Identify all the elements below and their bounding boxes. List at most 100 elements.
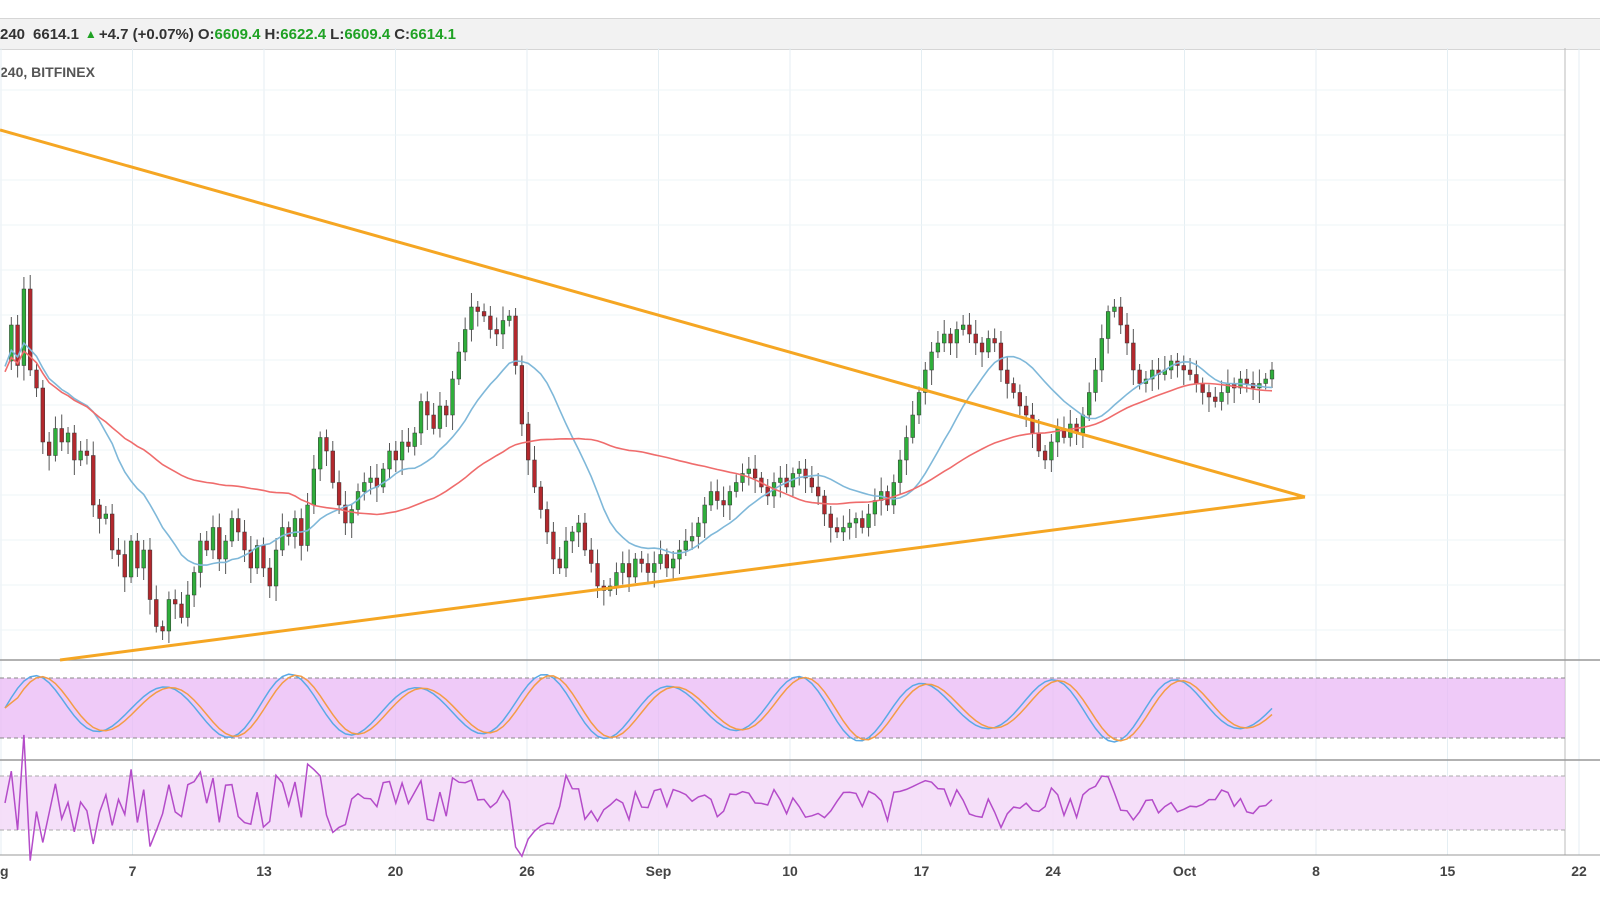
candle-down xyxy=(1017,392,1022,407)
candle-down xyxy=(860,518,865,528)
candle-up xyxy=(702,504,707,524)
candle-up xyxy=(620,563,625,573)
legend-open-label: O: xyxy=(197,25,215,43)
candle-down xyxy=(1131,342,1136,371)
candle-up xyxy=(166,599,172,632)
candle-down xyxy=(752,468,758,479)
candle-up xyxy=(456,351,461,380)
candle-up xyxy=(563,540,569,569)
candle-down xyxy=(582,522,588,551)
candle-down xyxy=(1200,383,1205,393)
candle-up xyxy=(141,549,146,569)
x-tick-label-10: 8 xyxy=(1312,863,1320,879)
candle-up xyxy=(128,540,134,578)
candle-down xyxy=(1187,369,1193,375)
candle-down xyxy=(1137,369,1142,384)
candle-down xyxy=(444,405,449,416)
candle-down xyxy=(261,545,266,569)
candle-up xyxy=(734,482,739,492)
candle-down xyxy=(538,486,543,510)
candle-down xyxy=(809,477,814,488)
candle-up xyxy=(658,554,663,564)
candle-up xyxy=(305,504,310,546)
candle-down xyxy=(481,311,487,317)
candle-down xyxy=(1024,405,1029,416)
candle-up xyxy=(437,405,443,429)
candle-down xyxy=(948,333,953,344)
candle-down xyxy=(1213,396,1218,402)
candle-up xyxy=(103,513,108,519)
x-tick-label-12: 22 xyxy=(1571,863,1587,879)
candle-down xyxy=(59,428,64,443)
candle-up xyxy=(1049,441,1054,461)
candle-down xyxy=(992,338,997,344)
candle-down xyxy=(34,369,39,389)
x-tick-label-11: 15 xyxy=(1440,863,1456,879)
candle-up xyxy=(778,477,783,483)
candle-up xyxy=(387,450,392,470)
candle-up xyxy=(986,338,991,353)
candle-down xyxy=(664,554,669,569)
legend-high-label: H: xyxy=(264,25,281,43)
x-tick-label-7: 17 xyxy=(914,863,930,879)
candle-down xyxy=(179,603,184,618)
candle-up xyxy=(469,306,474,330)
candle-up xyxy=(683,540,688,551)
candle-down xyxy=(406,441,411,447)
candle-up xyxy=(507,315,512,321)
candle-down xyxy=(532,459,537,488)
candle-down xyxy=(330,450,335,483)
candle-down xyxy=(1118,306,1123,326)
candle-down xyxy=(336,482,342,506)
candle-up xyxy=(923,369,928,393)
candle-down xyxy=(513,315,518,366)
candle-down xyxy=(715,491,720,501)
candle-down xyxy=(40,387,45,443)
candle-up xyxy=(368,477,373,483)
legend-open: 6609.4 xyxy=(214,25,261,43)
candle-up xyxy=(910,414,915,438)
candle-up xyxy=(727,491,733,506)
candle-up xyxy=(652,563,657,573)
candle-up xyxy=(1080,414,1086,434)
candle-down xyxy=(173,599,178,605)
candle-up xyxy=(318,437,323,470)
candle-down xyxy=(154,599,159,627)
candle-down xyxy=(122,554,127,578)
candle-up xyxy=(412,432,417,447)
candle-up xyxy=(223,540,228,560)
candle-up xyxy=(229,518,235,542)
candle-down xyxy=(488,315,493,330)
candle-down xyxy=(551,531,556,560)
candle-down xyxy=(816,486,821,497)
candle-up xyxy=(1087,392,1092,416)
x-tick-label-8: 24 xyxy=(1045,863,1061,879)
stoch-rsi-band xyxy=(0,678,1565,738)
candle-up xyxy=(929,351,934,371)
chart-subtitle: 240, BITFINEX xyxy=(0,64,95,80)
candle-up xyxy=(866,513,871,528)
candle-up xyxy=(381,468,386,488)
candle-down xyxy=(1011,383,1016,393)
candle-up xyxy=(904,437,909,461)
legend-change: +4.7 (+0.07%) xyxy=(98,25,194,43)
candle-down xyxy=(393,450,398,461)
candle-down xyxy=(822,495,827,515)
candle-down xyxy=(834,527,840,533)
candle-up xyxy=(191,572,197,596)
candle-up xyxy=(1269,369,1275,380)
candle-down xyxy=(1042,450,1048,461)
candle-up xyxy=(1112,306,1117,312)
candle-up xyxy=(9,324,14,362)
candle-up xyxy=(689,536,695,542)
candle-up xyxy=(916,392,922,416)
candle-up xyxy=(677,549,682,560)
candle-up xyxy=(942,333,947,344)
candle-down xyxy=(979,342,985,353)
candle-up xyxy=(210,527,216,551)
candle-down xyxy=(242,531,247,551)
legend-close-label: C: xyxy=(394,25,411,43)
candle-up xyxy=(500,320,506,335)
moving-average-blue xyxy=(4,341,1273,566)
